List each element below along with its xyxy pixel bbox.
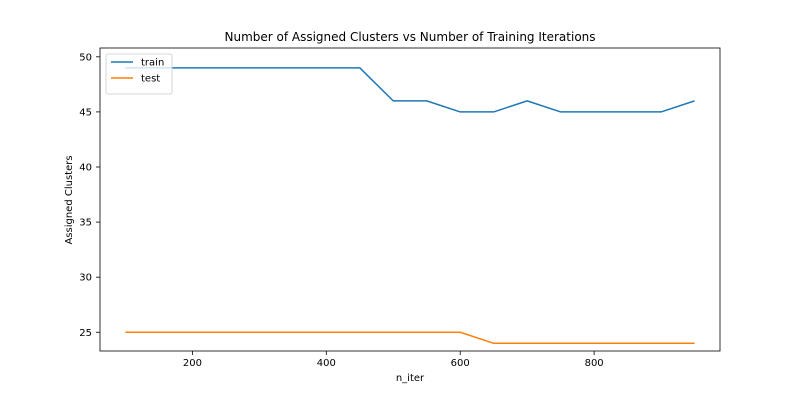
plot-frame [99,47,721,352]
series-line-test [125,331,695,345]
y-tick-label: 30 [79,273,92,284]
chart-title: Number of Assigned Clusters vs Number of… [224,30,595,44]
legend: train test [105,53,173,95]
legend-box [105,53,173,95]
y-tick-label: 35 [79,218,92,229]
plot-lines [125,67,695,345]
x-tick-label: 400 [317,358,336,369]
legend-label-train: train [141,58,164,69]
x-tick-label: 800 [585,358,604,369]
series-line-train [125,67,695,113]
x-tick-label: 200 [183,358,202,369]
legend-label-test: test [141,74,160,85]
x-axis-label: n_iter [396,373,425,384]
x-tick-label: 600 [451,358,470,369]
y-tick-label: 50 [79,52,92,63]
y-tick-label: 40 [79,162,92,173]
y-tick-label: 25 [79,328,92,339]
y-tick-label: 45 [79,107,92,118]
y-axis: 25 30 35 40 45 50 [79,52,100,339]
x-axis: 200 400 600 800 [183,351,604,369]
y-axis-label: Assigned Clusters [64,155,75,244]
